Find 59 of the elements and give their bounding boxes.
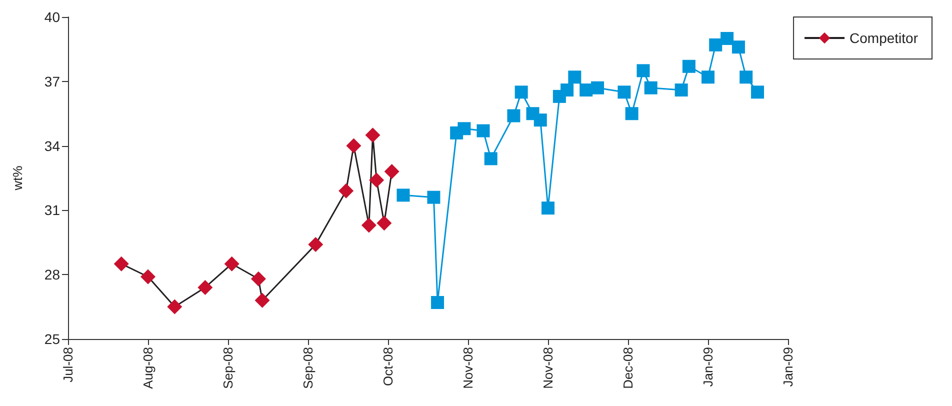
point — [580, 83, 593, 96]
point — [625, 107, 638, 120]
point — [618, 86, 631, 99]
point — [369, 172, 384, 188]
x-tick-label: Oct-08 — [380, 347, 396, 386]
point — [732, 40, 745, 54]
point — [534, 114, 547, 127]
point — [514, 86, 528, 99]
point — [198, 280, 213, 295]
point — [140, 269, 156, 284]
point — [431, 296, 444, 310]
y-axis-title: wt% — [10, 165, 25, 192]
point — [720, 32, 734, 45]
point — [365, 128, 380, 143]
y-tick-label: 34 — [44, 138, 60, 154]
point — [376, 216, 392, 231]
point — [702, 70, 714, 84]
point — [361, 218, 376, 233]
point — [542, 202, 554, 215]
point — [254, 292, 270, 308]
x-tick-label: Jan-09 — [700, 347, 716, 387]
y-tick-label: 28 — [44, 266, 60, 283]
point — [636, 64, 650, 78]
point — [560, 83, 574, 96]
point — [250, 271, 266, 286]
point — [568, 70, 582, 84]
point — [224, 256, 240, 272]
x-tick-label: Nov-08 — [540, 347, 556, 389]
point — [484, 152, 498, 166]
point — [308, 237, 324, 252]
x-tick-label: Sep-08 — [220, 347, 236, 389]
x-tick-label: Aug-08 — [140, 347, 156, 389]
x-tick-label: Nov-08 — [460, 347, 476, 389]
point — [644, 81, 658, 94]
point — [458, 122, 471, 136]
point — [476, 124, 490, 138]
legend-label: Competitor — [850, 30, 918, 46]
point — [427, 190, 440, 204]
y-tick-label: 40 — [44, 9, 60, 25]
x-tick-label: Sep-08 — [300, 347, 316, 389]
point — [740, 70, 753, 84]
point — [682, 60, 696, 73]
y-tick-label: 25 — [44, 331, 60, 347]
point — [674, 83, 688, 96]
point — [591, 81, 604, 94]
point — [167, 299, 182, 314]
x-tick-label: Jan-09 — [780, 347, 796, 387]
x-tick-label: Jul-08 — [60, 347, 76, 382]
point — [751, 86, 764, 99]
y-tick-label: 31 — [44, 202, 60, 218]
point — [396, 188, 410, 202]
point — [384, 164, 400, 180]
y-tick-label: 37 — [44, 73, 60, 90]
point — [346, 138, 362, 154]
point — [114, 256, 129, 272]
point — [338, 183, 354, 198]
point — [507, 109, 520, 122]
x-tick-label: Dec-08 — [620, 347, 636, 389]
point — [709, 38, 722, 52]
